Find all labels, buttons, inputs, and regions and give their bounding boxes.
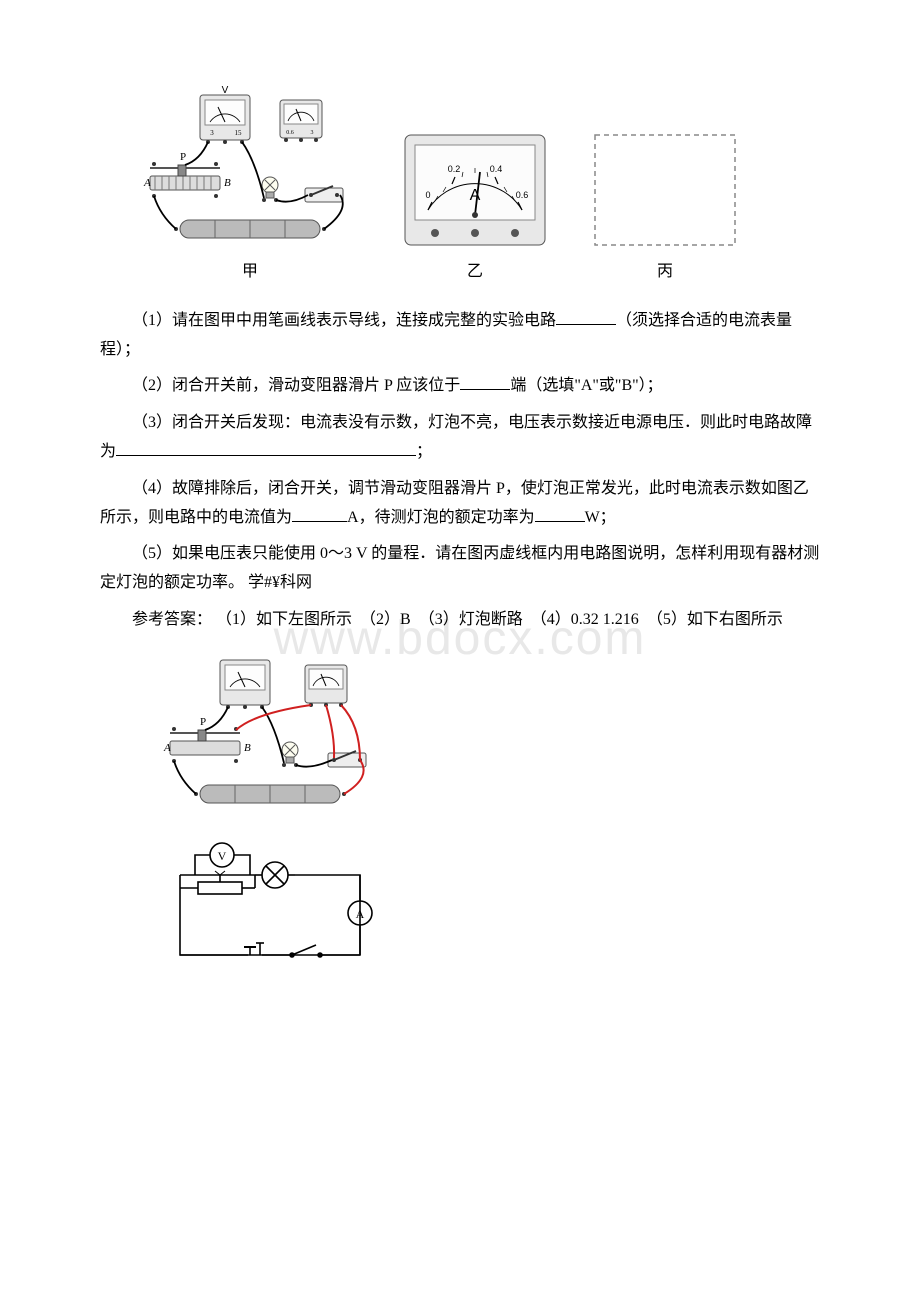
q2-text-b: 端（选填"A"或"B"）； — [510, 377, 662, 394]
voltmeter-range-hi: 15 — [235, 129, 243, 137]
q2-text-a: （2）闭合开关前，滑动变阻器滑片 P 应该位于 — [132, 377, 460, 394]
answer-schematic-svg: V A — [160, 835, 390, 985]
ammeter-range-hi: 3 — [311, 130, 314, 136]
rheostat-p: P — [180, 151, 186, 163]
figure-label-jia: 甲 — [242, 258, 258, 287]
svg-text:V: V — [218, 849, 227, 863]
figure-yi: 0 0.2 0.4 0.6 — [400, 130, 550, 287]
svg-text:A: A — [356, 907, 365, 921]
tick-0: 0 — [425, 190, 430, 200]
figure-row: V 3 15 0.6 3 — [140, 80, 820, 287]
answer-line: 参考答案： （1）如下左图所示 （2）B （3）灯泡断路 （4）0.32 1.2… — [100, 606, 820, 635]
question-1: （1）请在图甲中用笔画线表示导线，连接成完整的实验电路（须选择合适的电流表量程）… — [100, 307, 820, 365]
question-5: （5）如果电压表只能使用 0～3 V 的量程．请在图丙虚线框内用电路图说明，怎样… — [100, 540, 820, 598]
q2-blank — [460, 373, 510, 390]
question-3: （3）闭合开关后发现：电流表没有示数，灯泡不亮，电压表示数接近电源电压．则此时电… — [100, 409, 820, 467]
q1-text-a: （1）请在图甲中用笔画线表示导线，连接成完整的实验电路 — [132, 312, 556, 329]
bing-box-svg — [590, 130, 740, 250]
ammeter-dial-svg: 0 0.2 0.4 0.6 — [400, 130, 550, 250]
figure-jia: V 3 15 0.6 3 — [140, 80, 360, 287]
q5-text: （5）如果电压表只能使用 0～3 V 的量程．请在图丙虚线框内用电路图说明，怎样… — [100, 545, 819, 591]
svg-text:A: A — [163, 742, 171, 754]
answer-figures: A P B — [160, 645, 820, 985]
ammeter-unit: A — [470, 187, 481, 204]
circuit-jia-svg: V 3 15 0.6 3 — [140, 80, 360, 250]
figure-label-bing: 丙 — [657, 258, 673, 287]
question-4: （4）故障排除后，闭合开关，调节滑动变阻器滑片 P，使灯泡正常发光，此时电流表示… — [100, 475, 820, 533]
voltmeter-unit: V — [222, 85, 229, 96]
q3-blank — [116, 439, 416, 456]
q4-blank-1 — [292, 505, 347, 522]
answer-3: （3）灯泡断路 — [427, 611, 523, 628]
answer-circuit-jia-svg: A P B — [160, 645, 390, 815]
rheostat-a: A — [143, 177, 151, 189]
ammeter-range-lo: 0.6 — [286, 130, 294, 136]
tick-02: 0.2 — [448, 164, 461, 174]
svg-text:P: P — [200, 716, 206, 728]
answer-4: （4）0.32 1.216 — [539, 611, 639, 628]
q4-text-b: A，待测灯泡的额定功率为 — [347, 509, 535, 526]
voltmeter-range-lo: 3 — [210, 129, 214, 137]
answer-5: （5）如下右图所示 — [655, 611, 783, 628]
q1-blank — [556, 308, 616, 325]
answer-prefix: 参考答案： — [132, 611, 212, 628]
svg-text:B: B — [244, 742, 251, 754]
q3-text-b: ； — [416, 443, 432, 460]
answer-1: （1）如下左图所示 — [216, 611, 352, 628]
answer-2: （2）B — [368, 611, 411, 628]
q4-blank-2 — [535, 505, 585, 522]
figure-label-yi: 乙 — [467, 258, 483, 287]
q4-text-c: W； — [585, 509, 616, 526]
figure-bing: 丙 — [590, 130, 740, 287]
tick-06: 0.6 — [516, 190, 529, 200]
question-2: （2）闭合开关前，滑动变阻器滑片 P 应该位于 端（选填"A"或"B"）； — [100, 372, 820, 401]
tick-04: 0.4 — [490, 164, 503, 174]
rheostat-b: B — [224, 177, 231, 189]
watermark-wrap: www.bdocx.com 参考答案： （1）如下左图所示 （2）B （3）灯泡… — [100, 606, 820, 635]
